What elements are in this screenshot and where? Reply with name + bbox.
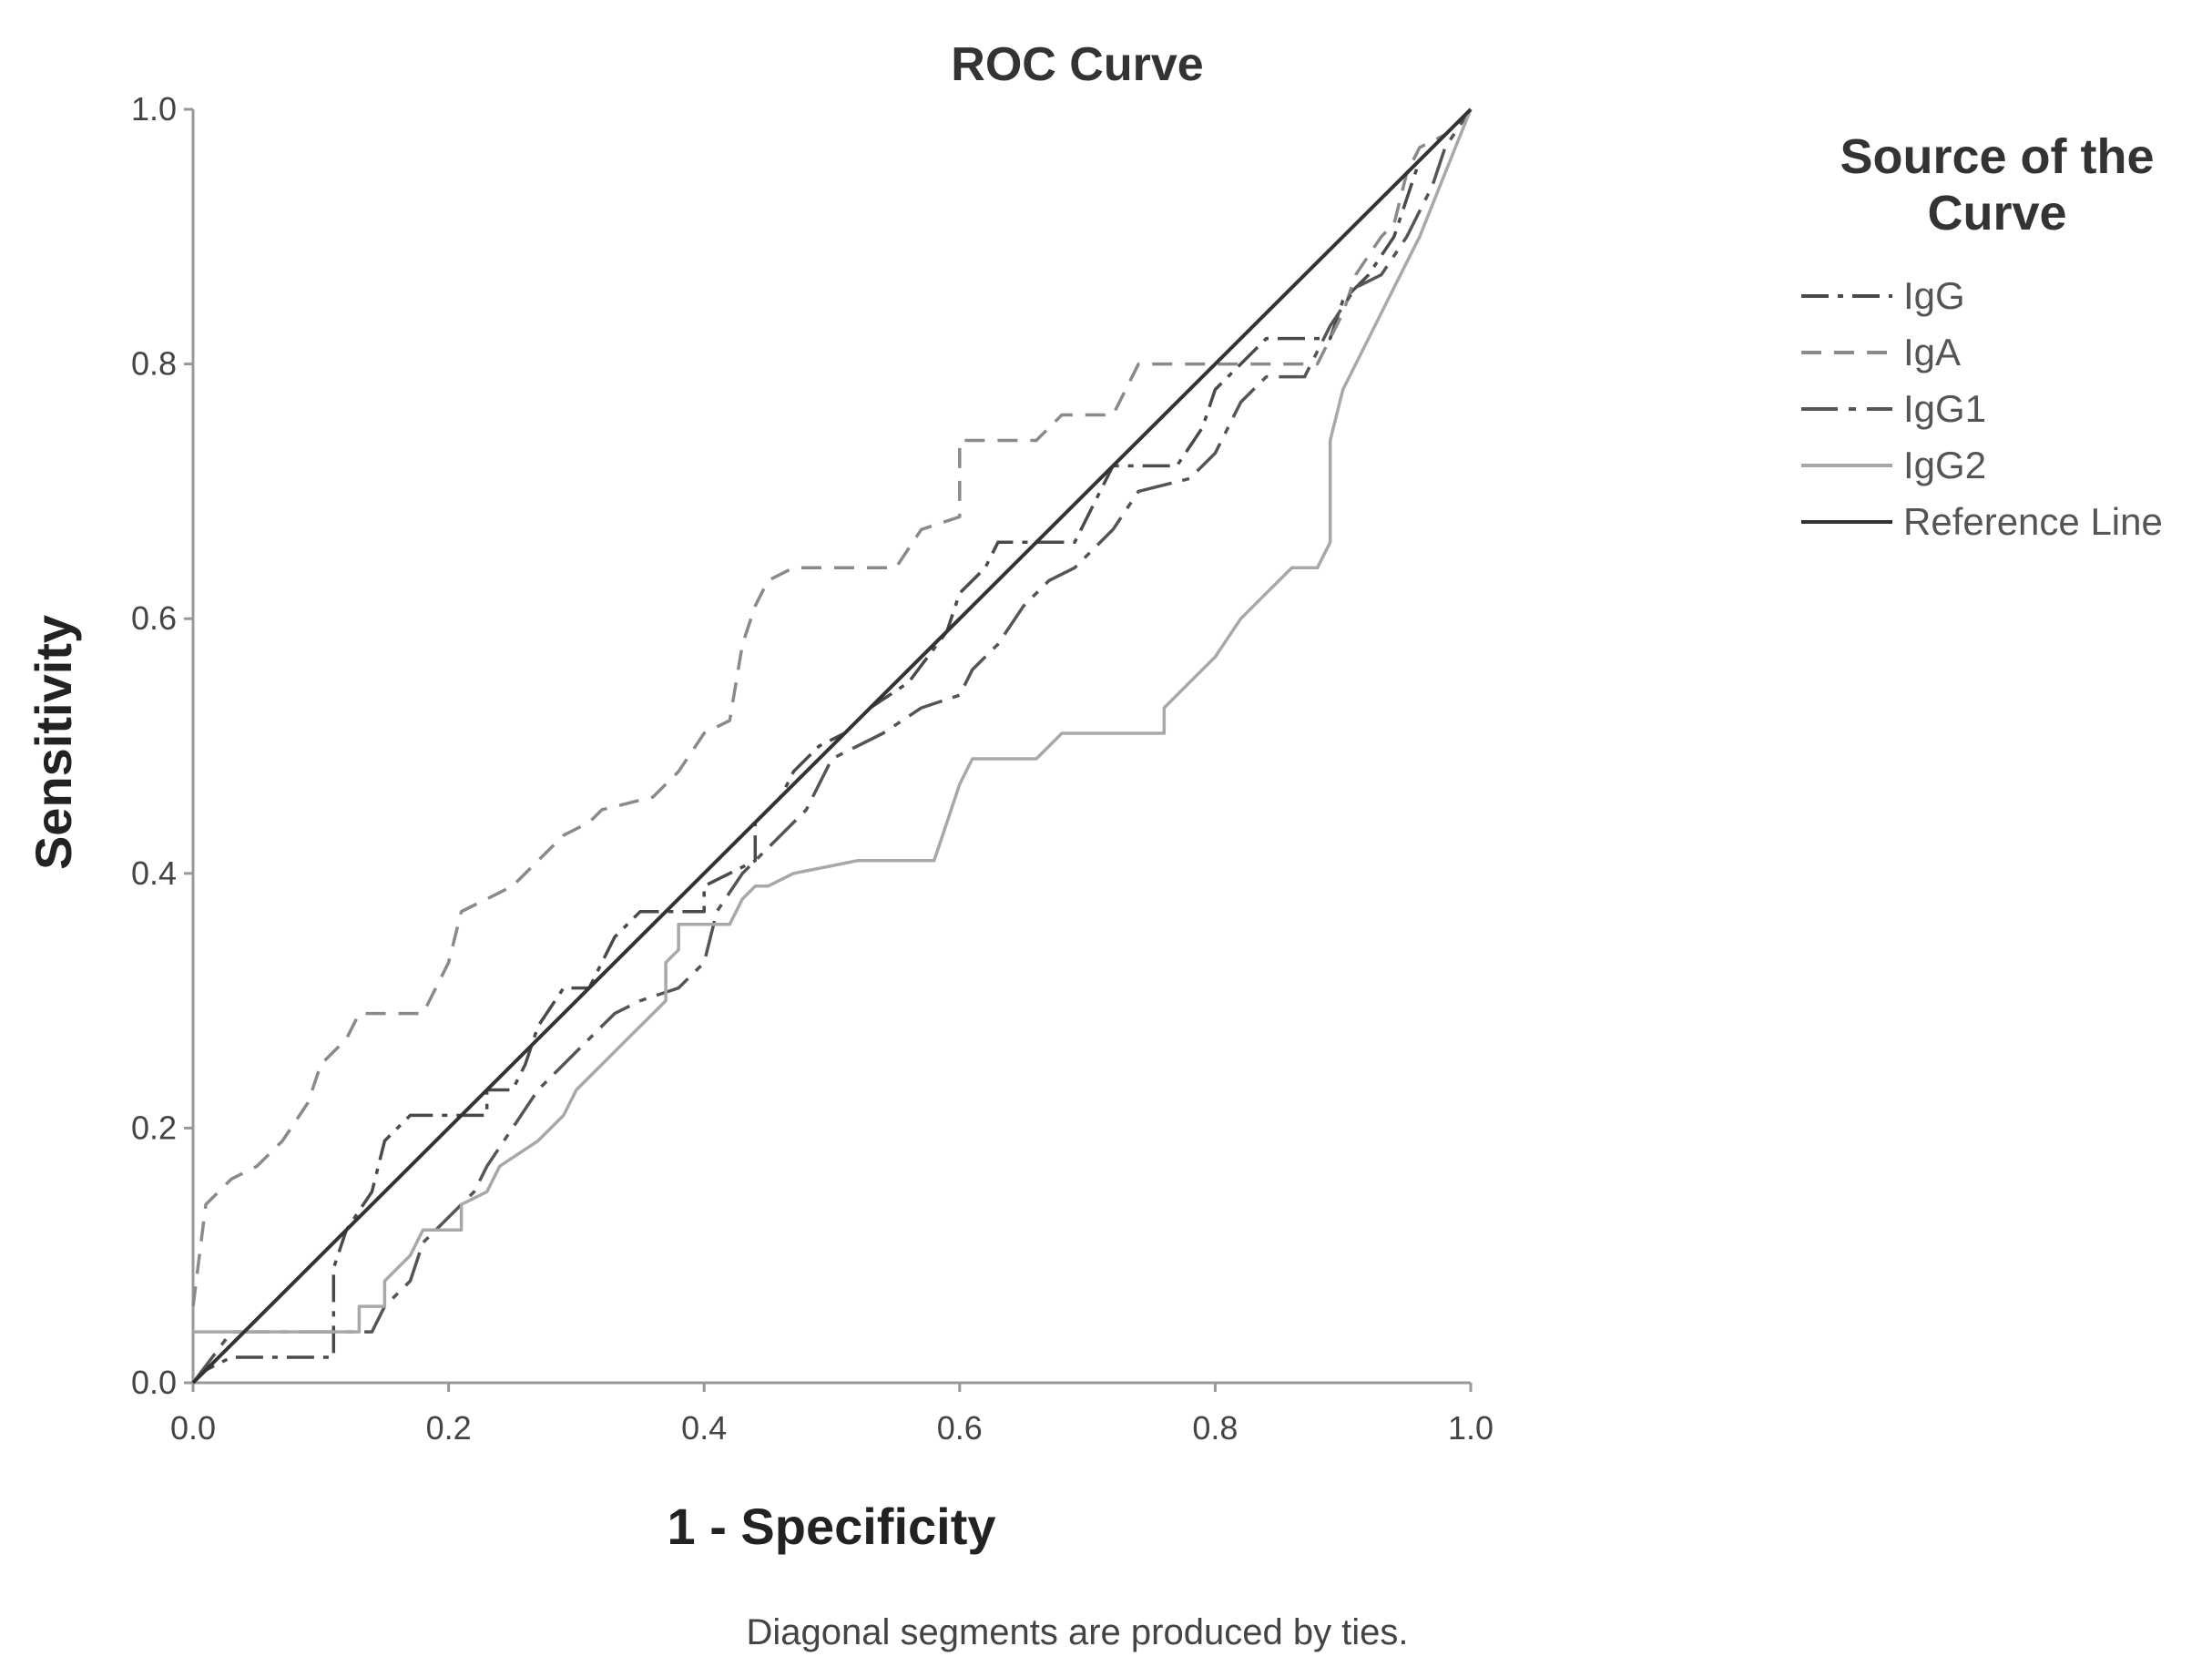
series-line-iga (191, 107, 1473, 1307)
y-tick-label: 0.2 (131, 1109, 177, 1146)
legend: Source of the Curve IgG IgA IgG1 IgG2 Refere… (1801, 129, 2163, 543)
footnote: Diagonal segments are produced by ties. (746, 1612, 1408, 1652)
y-tick-label: 0.0 (131, 1364, 177, 1401)
y-tick-label: 1.0 (131, 90, 177, 128)
legend-label-igg1: IgG1 (1903, 387, 1986, 430)
legend-items: IgG IgA IgG1 IgG2 Reference Line (1801, 274, 2163, 543)
x-tick-label: 0.2 (426, 1409, 472, 1447)
chart-title: ROC Curve (951, 38, 1203, 91)
legend-label-reference-line: Reference Line (1903, 500, 2163, 543)
legend-title-line-1: Source of the (1840, 129, 2154, 184)
x-axis-title: 1 - Specificity (667, 1498, 995, 1555)
x-tick-label: 0.4 (681, 1409, 727, 1447)
x-tick-label: 1.0 (1448, 1409, 1493, 1447)
legend-label-iga: IgA (1903, 331, 1961, 373)
x-tick-label: 0.6 (937, 1409, 983, 1447)
y-tick-label: 0.6 (131, 599, 177, 637)
y-tick-label: 0.4 (131, 854, 177, 892)
legend-label-igg2: IgG2 (1903, 444, 1986, 486)
series-line-igg2 (193, 108, 1473, 1334)
series-line-igg1 (191, 108, 1473, 1385)
x-axis-ticks: 0.0 0.2 0.4 0.6 0.8 1.0 (170, 1383, 1493, 1447)
series-line-igg (191, 107, 1473, 1385)
x-tick-label: 0.8 (1192, 1409, 1238, 1447)
x-tick-label: 0.0 (170, 1409, 216, 1447)
series-lines (191, 107, 1473, 1385)
series-line-reference-line (191, 107, 1473, 1385)
legend-title-line-2: Curve (1927, 186, 2066, 240)
y-axis-title: Sensitivity (25, 615, 82, 870)
legend-label-igg: IgG (1903, 274, 1965, 317)
y-axis-ticks: 0.0 0.2 0.4 0.6 0.8 1.0 (131, 90, 193, 1401)
y-tick-label: 0.8 (131, 345, 177, 383)
